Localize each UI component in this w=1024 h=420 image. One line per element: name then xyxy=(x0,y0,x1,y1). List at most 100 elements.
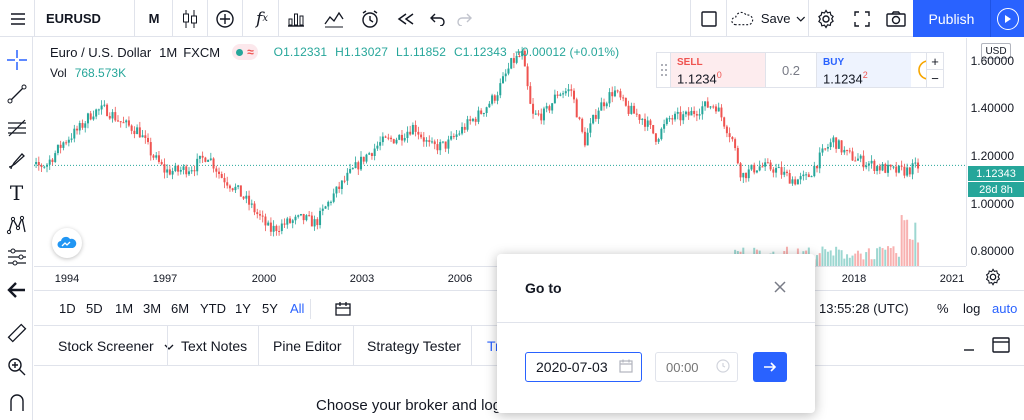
save-button[interactable]: Save xyxy=(730,0,806,37)
candle-body xyxy=(477,110,480,122)
range-1y[interactable]: 1Y xyxy=(235,301,251,316)
play-button[interactable] xyxy=(990,0,1024,37)
candle-body xyxy=(174,165,177,172)
menu-icon[interactable] xyxy=(4,0,32,37)
price-chart[interactable] xyxy=(34,38,966,266)
back-arrow-icon[interactable] xyxy=(4,277,29,302)
text-icon[interactable]: T xyxy=(9,180,24,205)
templates-icon[interactable] xyxy=(320,0,348,37)
candle-body xyxy=(534,113,537,115)
magnet-icon[interactable] xyxy=(4,389,29,414)
range-1d[interactable]: 1D xyxy=(59,301,76,316)
tab-stock-screener[interactable]: Stock Screener xyxy=(58,338,174,354)
pattern-icon[interactable] xyxy=(4,212,29,237)
symbol-search[interactable]: EURUSD xyxy=(46,0,126,37)
tab-text-notes[interactable]: Text Notes xyxy=(181,338,248,354)
tab-strategy-tester[interactable]: Strategy Tester xyxy=(367,338,461,354)
candle-body xyxy=(796,179,799,185)
candle-body xyxy=(351,168,354,170)
drag-handle[interactable] xyxy=(657,53,671,87)
range-all[interactable]: All xyxy=(290,301,305,316)
plus-button[interactable]: + xyxy=(927,53,943,70)
range-5d[interactable]: 5D xyxy=(86,301,103,316)
candle-body xyxy=(630,105,633,114)
candle-body xyxy=(250,203,253,205)
publish-button[interactable]: Publish xyxy=(913,0,990,37)
currency-badge[interactable]: USD xyxy=(981,43,1011,59)
minimize-icon[interactable] xyxy=(962,338,976,357)
candle-body xyxy=(313,219,316,227)
candle-body xyxy=(622,97,625,99)
market-status-badge[interactable]: ≈ xyxy=(232,44,258,60)
zoom-in-icon[interactable] xyxy=(4,354,29,379)
fib-icon[interactable] xyxy=(4,115,29,140)
candle-body xyxy=(917,162,920,169)
candle-body xyxy=(368,153,371,155)
undo-icon[interactable] xyxy=(426,0,450,37)
chart-settings-icon[interactable] xyxy=(984,268,1002,291)
trend-line-icon[interactable] xyxy=(4,81,29,106)
alert-icon[interactable] xyxy=(356,0,384,37)
camera-icon[interactable] xyxy=(882,0,910,37)
clock-icon[interactable] xyxy=(715,358,731,379)
tab-pine-editor[interactable]: Pine Editor xyxy=(273,338,342,354)
replay-icon[interactable] xyxy=(392,0,420,37)
interval-button[interactable]: M xyxy=(140,0,168,37)
candle-body xyxy=(540,113,543,121)
crosshair-icon[interactable] xyxy=(4,47,29,72)
maximize-panel-icon[interactable] xyxy=(992,337,1010,358)
candle-body xyxy=(493,95,496,101)
price-axis[interactable]: USD 1.60000 1.40000 1.20000 1.00000 0.80… xyxy=(966,38,1024,266)
time-input[interactable] xyxy=(655,352,738,382)
redo-icon[interactable] xyxy=(452,0,476,37)
candle-body xyxy=(335,186,338,194)
volume-bar xyxy=(846,254,849,266)
range-3m[interactable]: 3M xyxy=(143,301,162,316)
range-ytd[interactable]: YTD xyxy=(200,301,226,316)
candle-body xyxy=(734,139,737,149)
candles-icon[interactable] xyxy=(176,0,204,37)
tab-trading-panel[interactable]: Tr xyxy=(487,338,500,354)
clock-time[interactable]: 13:55:28 (UTC) xyxy=(819,301,909,316)
candle-body xyxy=(54,153,57,162)
settings-icon[interactable] xyxy=(812,0,840,37)
candle-body xyxy=(532,103,535,114)
percent-toggle[interactable]: % xyxy=(937,301,949,316)
auto-toggle[interactable]: auto xyxy=(992,301,1018,316)
candle-body xyxy=(283,223,286,225)
calendar-icon[interactable] xyxy=(618,358,634,379)
range-6m[interactable]: 6M xyxy=(171,301,190,316)
fullscreen-icon[interactable] xyxy=(848,0,876,37)
close-icon[interactable] xyxy=(773,280,787,294)
candle-body xyxy=(392,139,395,144)
date-range-icon[interactable] xyxy=(334,300,352,323)
range-1m[interactable]: 1M xyxy=(115,301,134,316)
bar-style-icon[interactable] xyxy=(282,0,310,37)
candle-body xyxy=(201,155,204,158)
candle-body xyxy=(592,114,595,124)
add-compare-icon[interactable] xyxy=(211,0,239,37)
prediction-icon[interactable] xyxy=(4,244,29,269)
sell-button[interactable]: SELL 1.12340 xyxy=(671,53,765,87)
candle-body xyxy=(764,162,767,167)
tradingview-logo[interactable] xyxy=(52,228,82,258)
log-toggle[interactable]: log xyxy=(963,301,981,316)
candle-body xyxy=(485,107,488,114)
buy-button[interactable]: BUY 1.12342 xyxy=(817,53,911,87)
minus-button[interactable]: − xyxy=(931,71,939,86)
candle-body xyxy=(627,105,630,114)
candle-body xyxy=(204,157,207,162)
go-button[interactable] xyxy=(753,352,787,382)
volume-bar xyxy=(873,259,876,266)
ruler-icon[interactable] xyxy=(4,320,29,345)
volume-bar xyxy=(897,256,900,266)
range-5y[interactable]: 5Y xyxy=(262,301,278,316)
candle-body xyxy=(865,165,868,168)
candle-body xyxy=(256,212,259,215)
brush-icon[interactable] xyxy=(4,147,29,172)
volume-value: 768.573K xyxy=(74,66,127,80)
layout-icon[interactable] xyxy=(696,0,722,37)
date-input[interactable] xyxy=(525,352,642,382)
